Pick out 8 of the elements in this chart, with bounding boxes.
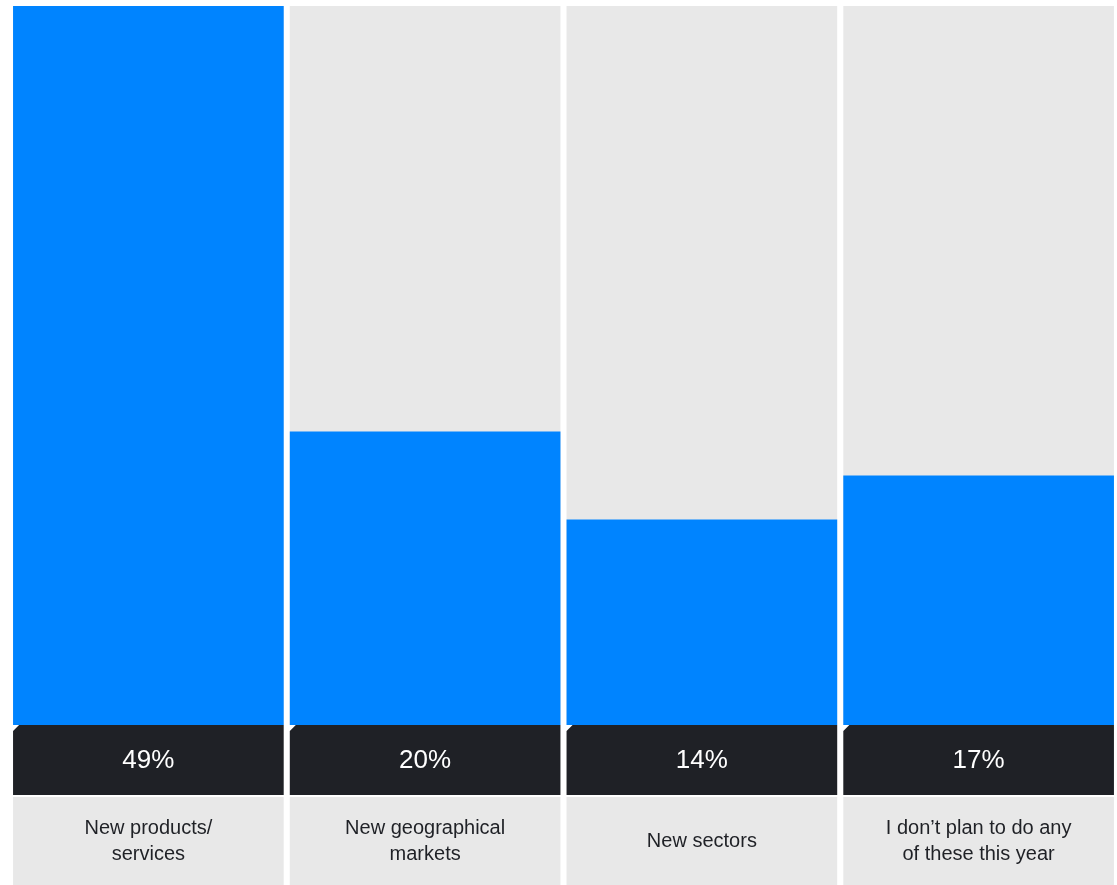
data-label: 17% xyxy=(952,744,1005,775)
data-label: 20% xyxy=(399,744,452,775)
x-tick-label: New sectors xyxy=(646,828,757,851)
x-tick-label: New geographical markets xyxy=(345,815,506,864)
x-tick-label: I don’t plan to do any of these this year xyxy=(885,815,1072,864)
data-label: 49% xyxy=(122,744,175,775)
x-tick-label: New products/ services xyxy=(84,815,213,864)
data-label: 14% xyxy=(675,744,728,775)
